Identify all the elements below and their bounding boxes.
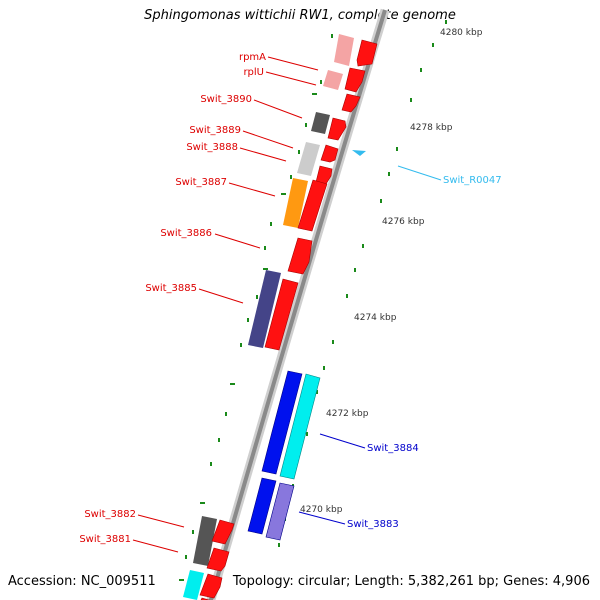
cds-arrow-b	[344, 67, 366, 93]
inner-ticks	[179, 34, 333, 581]
cds-rev-3884-cyan	[279, 373, 321, 480]
cog-block-cyan	[183, 570, 204, 600]
gene-label-swit-r0047: Swit_R0047	[443, 175, 502, 186]
cds-arrow-a	[356, 39, 378, 67]
cds-arrow-f	[315, 165, 333, 185]
gene-label-rpma: rpmA	[239, 52, 266, 63]
cog-block-rplU	[323, 70, 343, 90]
cog-blocks	[183, 34, 354, 600]
trna-marker-icon	[352, 150, 366, 156]
cog-block-3882	[193, 516, 217, 566]
ruler-label-4270: 4270 kbp	[300, 505, 343, 515]
gene-label-rplu: rplU	[243, 67, 264, 78]
forward-cds	[199, 39, 378, 600]
ruler-labels: 4280 kbp 4278 kbp 4276 kbp 4274 kbp 4272…	[300, 28, 483, 515]
ruler-label-4276: 4276 kbp	[382, 217, 425, 227]
cds-arrow-i	[264, 278, 299, 351]
genome-backbone	[206, 8, 390, 600]
cog-block-rpmA	[334, 34, 354, 66]
ruler-label-4272: 4272 kbp	[326, 409, 369, 419]
gene-labels: rpmA rplU Swit_3890 Swit_3889 Swit_3888 …	[79, 52, 501, 545]
cds-arrow-h	[287, 237, 313, 275]
cds-rev-3883-blue	[247, 477, 277, 535]
cds-arrow-l	[199, 573, 223, 599]
gene-label-swit-3888: Swit_3888	[186, 142, 238, 153]
gene-label-swit-3882: Swit_3882	[84, 509, 136, 520]
gene-label-swit-3884: Swit_3884	[367, 443, 419, 454]
cog-block-3890	[311, 112, 330, 134]
cds-rev-3883-lilac	[265, 482, 295, 541]
cds-arrow-g	[297, 179, 328, 232]
gene-label-swit-3885: Swit_3885	[145, 283, 197, 294]
gene-label-swit-3881: Swit_3881	[79, 534, 131, 545]
cds-arrow-d	[327, 117, 347, 141]
reverse-cds	[247, 370, 321, 541]
gene-label-swit-3889: Swit_3889	[189, 125, 241, 136]
cds-arrow-j	[211, 519, 235, 545]
cds-arrow-c	[341, 93, 361, 113]
leader-lines	[132, 56, 442, 553]
gene-label-swit-3887: Swit_3887	[175, 177, 227, 188]
cog-block-3888	[297, 142, 320, 176]
accession-text: Accession: NC_009511	[8, 574, 156, 589]
ruler-label-4280: 4280 kbp	[440, 28, 483, 38]
genome-summary-text: Topology: circular; Length: 5,382,261 bp…	[232, 574, 590, 589]
cds-rev-3884-blue	[261, 370, 303, 475]
ruler-label-4274: 4274 kbp	[354, 313, 397, 323]
gene-label-swit-3886: Swit_3886	[160, 228, 212, 239]
cog-block-3885	[248, 270, 281, 348]
ruler-label-4278: 4278 kbp	[410, 123, 453, 133]
cds-arrow-k	[206, 547, 230, 572]
cog-block-3887	[283, 178, 308, 228]
gene-label-swit-3883: Swit_3883	[347, 519, 399, 530]
gene-label-swit-3890: Swit_3890	[200, 94, 252, 105]
cds-arrow-e	[320, 144, 339, 163]
